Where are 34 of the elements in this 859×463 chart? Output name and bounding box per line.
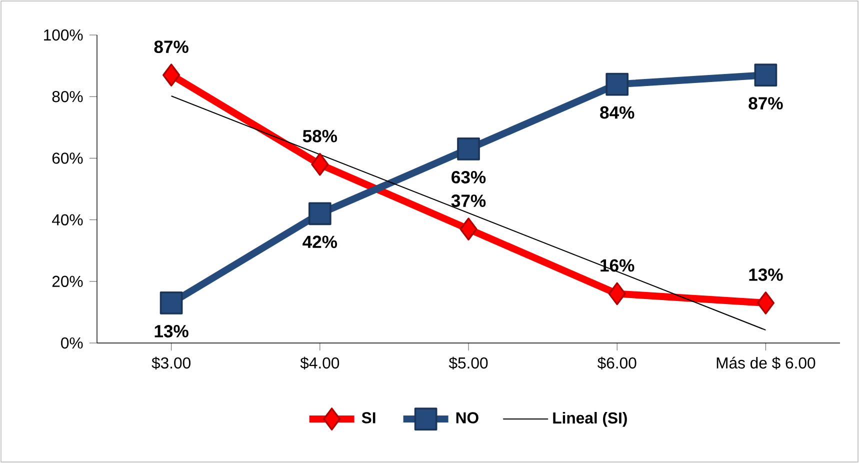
data-label: 87% [748,97,783,110]
data-label: 13% [154,324,188,338]
data-label: 37% [451,194,486,208]
x-tick-label: $5.00 [448,356,488,370]
data-label: 84% [600,106,634,119]
y-tick-label: 0% [61,337,83,349]
point [311,152,329,176]
data-label: 63% [452,170,486,184]
y-tick-label: 20% [52,276,83,288]
data-label: 58% [302,130,338,142]
point [608,282,626,306]
point [308,202,332,226]
point [756,292,774,314]
point [754,64,778,86]
point [460,218,478,240]
y-tick-label: 80% [52,90,83,102]
y-tick-label: 100% [44,29,83,41]
y-tick-label: 40% [52,214,83,226]
legend-label: NO [456,412,478,424]
legend-label: SI [362,412,376,424]
data-label: 87% [154,40,188,54]
point [457,138,480,160]
y-tick-label: 60% [52,152,83,164]
point [162,64,180,86]
data-label: 16% [600,259,634,272]
point [606,72,629,96]
data-label: 13% [749,268,783,281]
legend-label: Lineal (SI) [553,412,627,427]
point [160,292,183,314]
x-tick-label: $6.00 [597,356,636,370]
x-tick-label: $4.00 [300,356,340,370]
x-tick-label: Más de $ 6.00 [716,356,816,370]
x-tick-label: $3.00 [152,356,190,370]
data-label: 42% [302,236,338,248]
